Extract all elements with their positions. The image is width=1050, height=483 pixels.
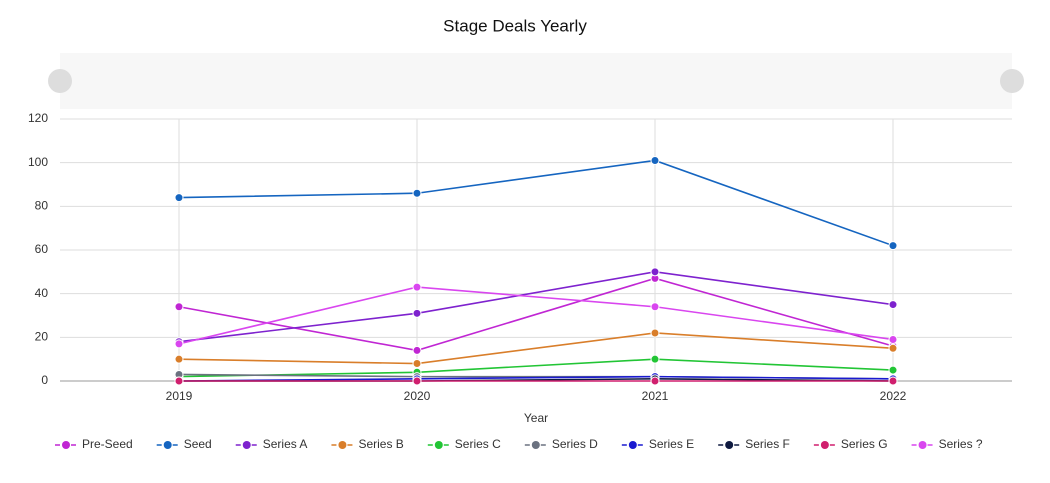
- legend-label[interactable]: Series D: [552, 437, 598, 451]
- legend-label[interactable]: Series B: [358, 437, 403, 451]
- x-tick-label: 2019: [166, 389, 193, 403]
- legend-marker: [918, 441, 927, 449]
- legend-label[interactable]: Series ?: [939, 437, 983, 451]
- series-line: [178, 358, 894, 378]
- data-point: [888, 343, 898, 353]
- data-point: [888, 300, 898, 310]
- data-point: [888, 376, 898, 386]
- legend-marker: [725, 441, 734, 449]
- data-point: [888, 365, 898, 375]
- legend-marker: [338, 441, 347, 449]
- series-line: [178, 159, 894, 247]
- series-line: [178, 375, 894, 382]
- slider-handle[interactable]: [48, 69, 72, 93]
- data-point: [412, 376, 422, 386]
- x-tick-label: 2020: [404, 389, 431, 403]
- legend-marker: [163, 441, 172, 449]
- data-point: [412, 308, 422, 318]
- legend-marker: [628, 441, 637, 449]
- data-point: [650, 155, 660, 165]
- legend-marker: [531, 441, 540, 449]
- legend-label[interactable]: Seed: [184, 437, 212, 451]
- y-tick-label: 0: [41, 373, 48, 387]
- data-point: [888, 335, 898, 345]
- y-tick-label: 60: [35, 242, 49, 256]
- data-point: [650, 302, 660, 312]
- data-point: [412, 188, 422, 198]
- data-point: [650, 267, 660, 277]
- series-line: [178, 271, 894, 343]
- data-point: [174, 376, 184, 386]
- y-tick-label: 20: [35, 330, 49, 344]
- legend-marker: [62, 441, 70, 449]
- data-point: [650, 376, 660, 386]
- legend-marker: [242, 441, 251, 449]
- y-tick-label: 40: [35, 286, 49, 300]
- data-point: [174, 193, 184, 203]
- legend-label[interactable]: Series C: [455, 437, 501, 451]
- series-line: [178, 332, 894, 365]
- x-tick-label: 2022: [880, 389, 907, 403]
- data-point: [650, 354, 660, 364]
- legend-label[interactable]: Series G: [841, 437, 888, 451]
- legend-marker: [820, 441, 829, 449]
- series-line: [178, 277, 894, 352]
- chart-title: Stage Deals Yearly: [443, 16, 587, 35]
- data-point: [174, 339, 184, 349]
- data-point: [174, 354, 184, 364]
- data-point: [650, 328, 660, 338]
- legend-label[interactable]: Series F: [745, 437, 790, 451]
- data-point: [412, 345, 422, 355]
- legend-label[interactable]: Series A: [263, 437, 308, 451]
- x-tick-label: 2021: [642, 389, 669, 403]
- data-point: [174, 302, 184, 312]
- legend-label[interactable]: Series E: [649, 437, 694, 451]
- data-point: [888, 241, 898, 251]
- data-point: [412, 359, 422, 369]
- x-axis-label: Year: [524, 411, 548, 425]
- legend-marker: [434, 441, 443, 449]
- legend-label[interactable]: Pre-Seed: [82, 437, 133, 451]
- slider-handle[interactable]: [1000, 69, 1024, 93]
- series-line: [178, 286, 894, 345]
- data-point: [412, 282, 422, 292]
- zoom-slider[interactable]: [60, 53, 1012, 109]
- y-tick-label: 120: [28, 111, 48, 125]
- y-tick-label: 80: [35, 199, 49, 213]
- y-tick-label: 100: [28, 155, 48, 169]
